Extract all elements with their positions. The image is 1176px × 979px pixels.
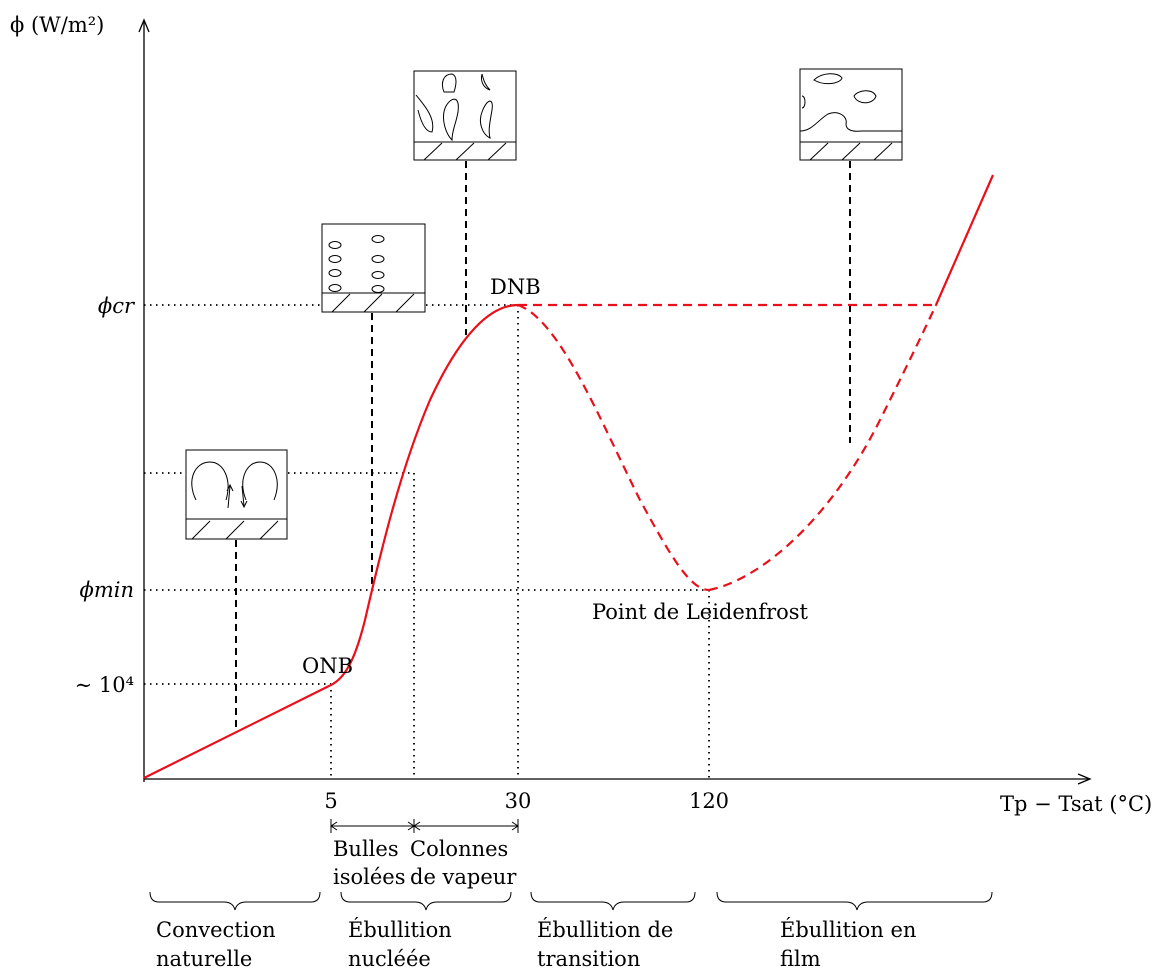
- brace-nucleate: [340, 891, 512, 911]
- regime-transition-line2: transition: [537, 947, 640, 971]
- x-tick-5: 5: [324, 789, 337, 813]
- vapour-film-icon: [799, 73, 902, 132]
- ten4-label: ∼ 10⁴: [75, 673, 134, 697]
- convection-cell-right-icon: [242, 461, 278, 501]
- leidenfrost-label: Point de Leidenfrost: [592, 600, 809, 624]
- convection-cell-left-icon: [191, 461, 229, 501]
- y-axis-arrow: [138, 18, 150, 33]
- thumbnail-leaders: [235, 161, 851, 733]
- dnb-label: DNB: [490, 275, 541, 299]
- bubbles-icon: [328, 235, 385, 293]
- curve-film-solid: [934, 174, 995, 306]
- guide-lines: [144, 304, 710, 779]
- curve-transition-dashed: [517, 303, 710, 592]
- x-axis-label: Tp − Tsat (°C): [1000, 792, 1152, 816]
- brace-convection: [149, 891, 321, 911]
- bulles-label-line1: Bulles: [333, 837, 399, 861]
- regime-convection-line1: Convection: [156, 918, 276, 942]
- thumbnail-bubbles: [321, 223, 426, 313]
- y-axis-label: ϕ (W/m²): [10, 13, 104, 37]
- bulles-label-line2: isolées: [333, 865, 406, 889]
- regime-nucleate-line1: Ébullition: [348, 918, 452, 942]
- thumbnail-convection: [185, 449, 288, 540]
- sub-regime-spans: [330, 819, 519, 833]
- x-tick-30: 30: [505, 789, 532, 813]
- brace-transition: [530, 891, 696, 911]
- regime-braces: [149, 891, 993, 911]
- curve-film-dashed: [708, 304, 937, 592]
- colonnes-label-line2: de vapeur: [410, 865, 517, 889]
- axes: [138, 18, 1092, 785]
- onb-label: ONB: [302, 654, 353, 678]
- thumbnail-columns: [413, 70, 517, 161]
- boiling-curve: [143, 174, 995, 779]
- x-axis-arrow: [1077, 773, 1092, 785]
- x-tick-120: 120: [689, 789, 729, 813]
- regime-film-line2: film: [780, 947, 821, 971]
- regime-transition-line1: Ébullition de: [537, 918, 673, 942]
- colonnes-label-line1: Colonnes: [410, 837, 508, 861]
- curve-nucleate: [143, 303, 519, 779]
- phi-cr-label: ϕcr: [98, 294, 136, 318]
- regime-convection-line2: naturelle: [156, 947, 252, 971]
- brace-film: [716, 891, 993, 911]
- thumbnail-film: [799, 68, 903, 161]
- vapour-columns-icon: [415, 73, 493, 142]
- regime-nucleate-line2: nucléée: [348, 947, 431, 971]
- phi-min-label: ϕmin: [80, 578, 134, 602]
- regime-film-line1: Ébullition en: [780, 918, 916, 942]
